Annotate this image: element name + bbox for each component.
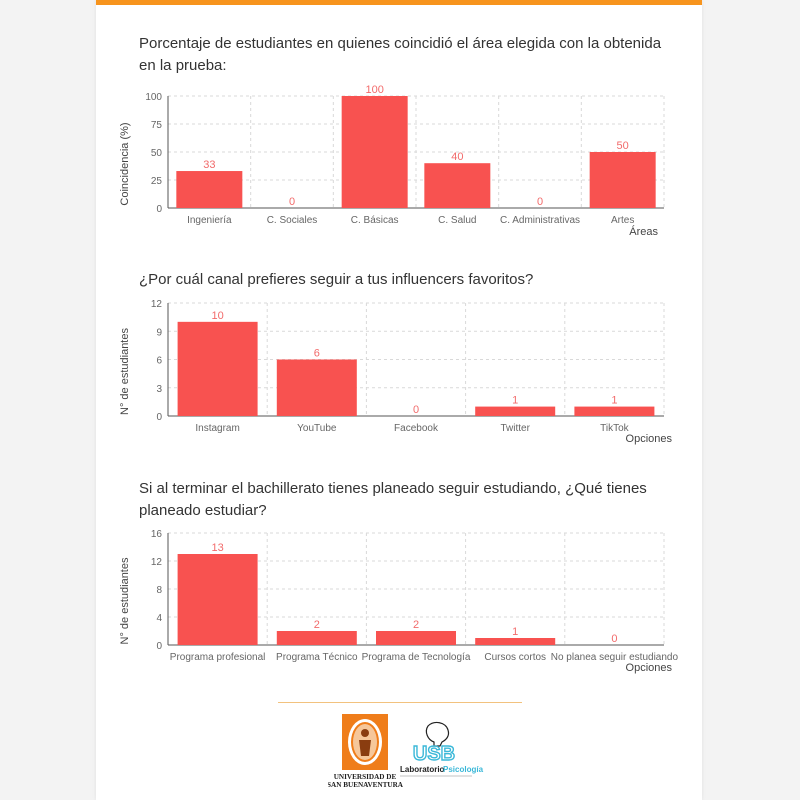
footer-divider xyxy=(278,702,522,703)
y-axis-title: N° de estudiantes xyxy=(119,328,131,415)
bar-value-label: 6 xyxy=(314,348,320,360)
x-tick-label: No planea seguir estudiando xyxy=(551,652,679,663)
chart-1-area-coincidence: 0 25 50 75 100 33 Ingeniería 0 C. Sociales 100 C. … xyxy=(119,84,665,238)
y-tick-label: 0 xyxy=(156,412,162,423)
bar-value-label: 100 xyxy=(365,84,383,96)
bar-programa-de-tecnolog-a xyxy=(376,631,456,645)
bar-programa-t-cnico xyxy=(276,631,357,645)
x-axis-title: Áreas xyxy=(629,225,658,238)
x-tick-label: Cursos cortos xyxy=(484,652,546,663)
chart-2-influencer-channels: 0 3 6 9 12 10 Instagram 6 YouTube 0 Facebook 1 Twitt… xyxy=(119,299,673,445)
bar-value-label: 0 xyxy=(537,196,543,208)
bar-c-b-sicas xyxy=(341,96,408,208)
x-tick-label: C. Administrativas xyxy=(500,215,580,226)
lab-word-psicologia: Psicología xyxy=(443,765,484,774)
x-tick-label: Programa de Tecnología xyxy=(362,652,471,663)
bar-value-label: 0 xyxy=(611,633,617,645)
chart-1-title: Porcentaje de estudiantes en quienes coi… xyxy=(139,35,662,74)
y-tick-label: 12 xyxy=(151,557,163,568)
y-tick-label: 25 xyxy=(151,176,163,187)
bar-value-label: 50 xyxy=(617,140,629,152)
y-tick-label: 75 xyxy=(151,120,163,131)
x-tick-label: C. Salud xyxy=(438,215,476,226)
bar-value-label: 2 xyxy=(413,619,419,631)
university-name-line1: UNIVERSIDAD DE xyxy=(334,773,397,781)
x-tick-label: Facebook xyxy=(394,423,439,434)
y-axis-title: Coincidencia (%) xyxy=(119,122,131,205)
x-tick-label: C. Sociales xyxy=(267,215,318,226)
bar-value-label: 1 xyxy=(611,395,617,407)
y-tick-label: 0 xyxy=(156,641,162,652)
bar-artes xyxy=(589,152,656,208)
x-axis-title: Opciones xyxy=(626,662,673,674)
x-axis-title: Opciones xyxy=(626,433,673,445)
x-tick-label: Programa profesional xyxy=(170,652,266,663)
bar-twitter xyxy=(475,406,556,416)
bar-value-label: 33 xyxy=(203,159,215,171)
bar-value-label: 13 xyxy=(211,542,223,554)
y-tick-label: 16 xyxy=(151,529,163,540)
bar-value-label: 10 xyxy=(211,310,223,322)
x-tick-label: Twitter xyxy=(500,423,530,434)
bar-value-label: 1 xyxy=(512,395,518,407)
x-tick-label: TikTok xyxy=(600,423,630,434)
bar-value-label: 2 xyxy=(314,619,320,631)
university-name-line2: SAN BUENAVENTURA xyxy=(328,781,404,789)
bar-value-label: 0 xyxy=(413,404,419,416)
y-tick-label: 8 xyxy=(156,585,162,596)
bar-c-salud xyxy=(424,163,491,208)
chart-3-title: Si al terminar el bachillerato tienes pl… xyxy=(139,480,647,519)
x-tick-label: Instagram xyxy=(195,423,239,434)
x-tick-label: Programa Técnico xyxy=(276,652,358,663)
accent-bar xyxy=(96,0,702,5)
x-tick-label: YouTube xyxy=(297,423,337,434)
bar-value-label: 1 xyxy=(512,626,518,638)
lab-usb-letters: USB xyxy=(413,743,455,765)
bar-cursos-cortos xyxy=(475,638,556,645)
y-tick-label: 6 xyxy=(156,356,162,367)
university-seal-icon xyxy=(342,714,388,770)
y-tick-label: 4 xyxy=(156,613,162,624)
y-tick-label: 100 xyxy=(145,92,162,103)
y-tick-label: 50 xyxy=(151,148,163,159)
bar-value-label: 40 xyxy=(451,151,463,163)
bar-value-label: 0 xyxy=(289,196,295,208)
chart-2-title: ¿Por cuál canal prefieres seguir a tus i… xyxy=(139,271,534,288)
bar-tiktok xyxy=(574,406,655,416)
university-logo: UNIVERSIDAD DE SAN BUENAVENTURA xyxy=(328,714,404,789)
bar-youtube xyxy=(276,359,357,416)
y-tick-label: 3 xyxy=(156,384,162,395)
lab-word-laboratorio: Laboratorio xyxy=(400,765,445,774)
x-tick-label: Artes xyxy=(611,215,634,226)
x-tick-label: Ingeniería xyxy=(187,215,232,226)
head-silhouette-icon xyxy=(425,721,450,747)
x-tick-label: C. Básicas xyxy=(351,215,399,226)
report-page: Porcentaje de estudiantes en quienes coi… xyxy=(96,0,702,800)
bar-ingenier-a xyxy=(176,171,243,208)
y-axis-title: N° de estudiantes xyxy=(119,557,131,644)
bar-programa-profesional xyxy=(177,554,258,645)
y-tick-label: 9 xyxy=(156,327,162,338)
y-tick-label: 0 xyxy=(156,204,162,215)
bar-instagram xyxy=(177,321,258,416)
lab-psicologia-logo: USB Laboratorio Psicología xyxy=(400,721,484,777)
y-tick-label: 12 xyxy=(151,299,163,310)
